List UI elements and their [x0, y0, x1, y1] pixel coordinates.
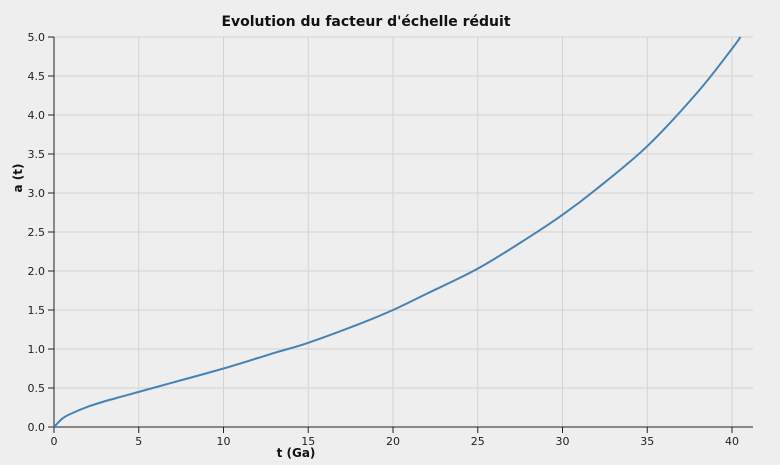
y-tick-label: 4.0 [28, 109, 46, 122]
labels: Evolution du facteur d'échelle réduit t … [11, 14, 511, 460]
y-tick-label: 3.5 [28, 148, 46, 161]
grid [53, 36, 753, 428]
x-tick-label: 30 [556, 435, 570, 448]
x-tick-label: 40 [725, 435, 739, 448]
y-tick-label: 2.0 [28, 265, 46, 278]
axes: 0.0 0.5 1.0 1.5 2.0 2.5 3.0 3.5 4.0 4.5 5.0 0 5 10 15 2… [28, 31, 753, 448]
chart-title: Evolution du facteur d'échelle réduit [221, 14, 510, 30]
x-axis-label: t (Ga) [277, 446, 316, 460]
x-tick-label: 15 [301, 435, 315, 448]
x-tick-label: 25 [471, 435, 485, 448]
x-tick-label: 20 [386, 435, 400, 448]
series-layer [53, 36, 742, 428]
y-tick-label: 5.0 [28, 31, 46, 44]
y-tick-label: 1.0 [28, 343, 46, 356]
x-tick-label: 35 [640, 435, 654, 448]
y-tick-label: 4.5 [28, 70, 46, 83]
series-line [53, 36, 742, 428]
x-tick-label: 0 [51, 435, 58, 448]
y-tick-label: 1.5 [28, 304, 46, 317]
y-tick-label: 0.0 [28, 421, 46, 434]
y-tick-label: 3.0 [28, 187, 46, 200]
y-tick-label: 0.5 [28, 382, 46, 395]
y-axis-label: a (t) [11, 164, 25, 193]
y-tick-label: 2.5 [28, 226, 46, 239]
x-tick-label: 10 [217, 435, 231, 448]
x-tick-label: 5 [135, 435, 142, 448]
